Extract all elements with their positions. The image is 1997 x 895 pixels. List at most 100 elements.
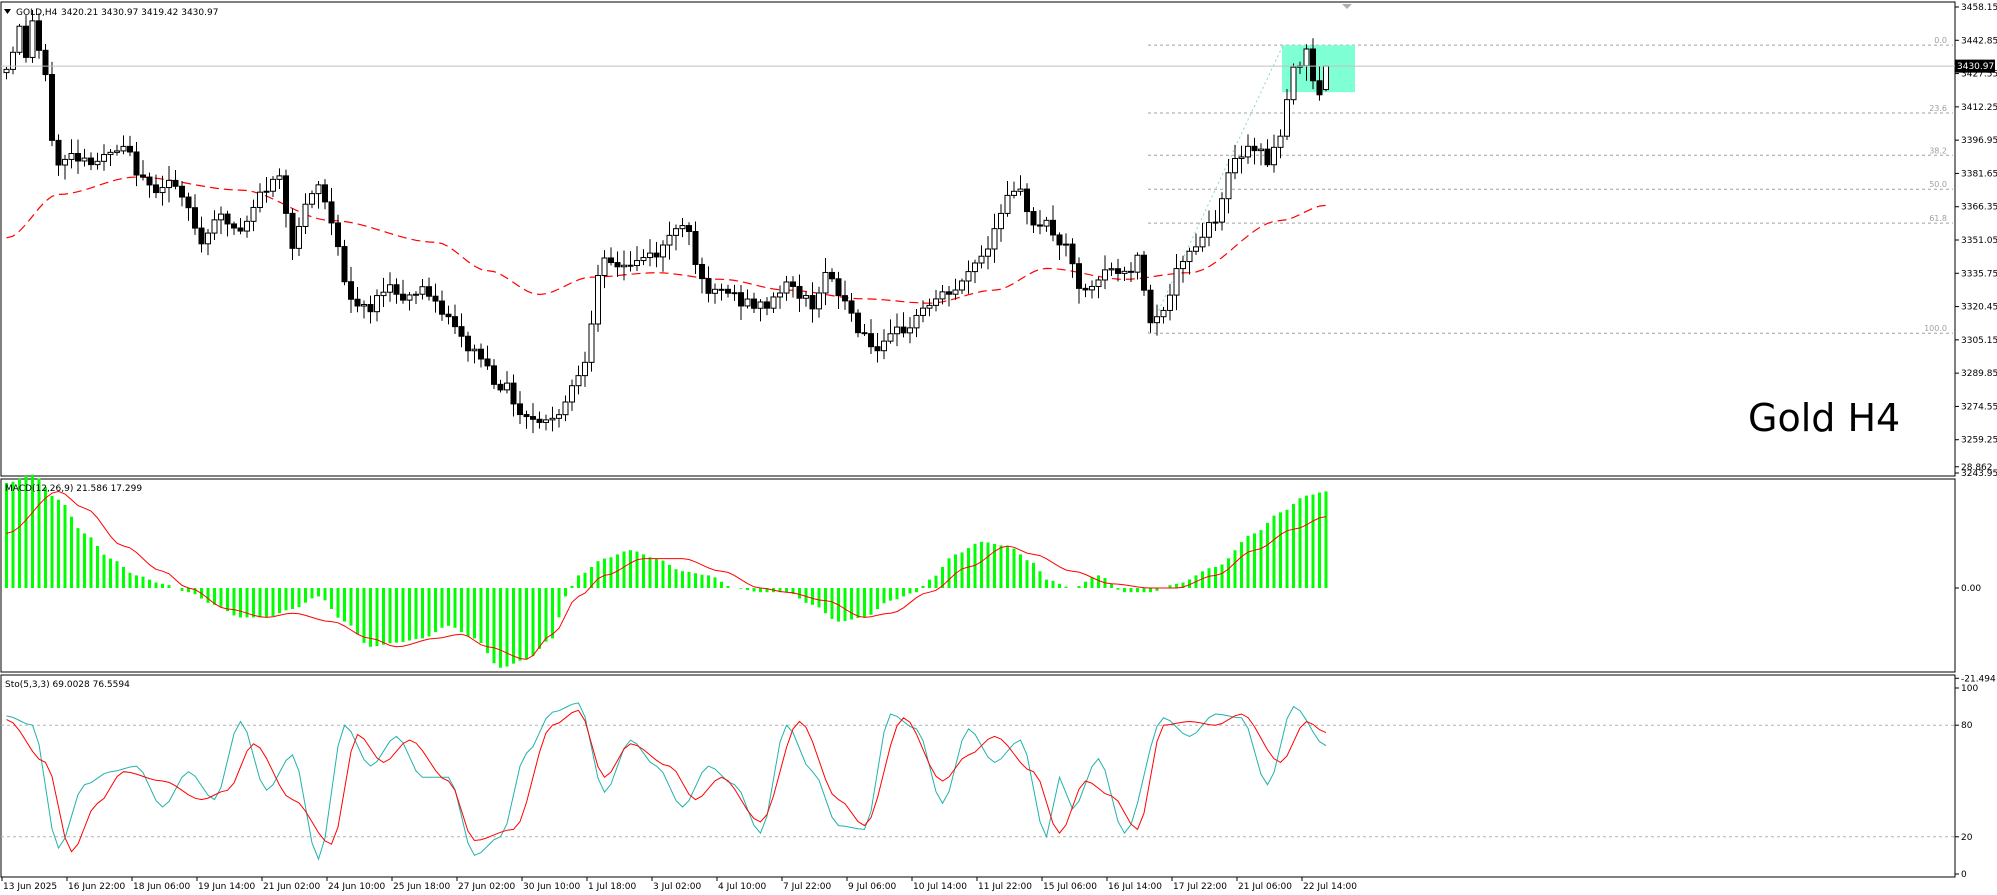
candle [998, 204, 1004, 242]
candle-body [887, 333, 894, 342]
time-tick-label: 4 Jul 10:00 [718, 882, 767, 892]
candle-body [848, 300, 855, 314]
candle-body [530, 416, 536, 420]
candle-body [699, 263, 705, 280]
candle [582, 351, 588, 387]
candle [926, 298, 933, 317]
candle [1245, 134, 1251, 164]
candle-body [959, 280, 965, 291]
candle-body [569, 385, 575, 403]
candle-body [1277, 135, 1284, 148]
candle [62, 154, 68, 180]
candle-body [1271, 146, 1277, 166]
chart-shift-marker-icon[interactable] [1342, 4, 1352, 9]
candle-body [120, 145, 127, 152]
candle-body [1108, 268, 1115, 271]
candle-body [218, 213, 224, 221]
candle [634, 246, 640, 271]
candle-body [341, 246, 348, 283]
candle [504, 371, 510, 394]
candle [946, 286, 952, 307]
candle-body [829, 271, 835, 280]
candle [328, 187, 335, 236]
candle [718, 283, 725, 301]
candle [114, 144, 120, 156]
candle-body [439, 300, 445, 315]
candle [1258, 143, 1264, 166]
candle-body [107, 151, 114, 156]
candle [367, 295, 374, 324]
candle [1180, 255, 1186, 283]
candle-body [127, 145, 133, 153]
macd-panel[interactable] [0, 478, 1956, 673]
candle [777, 285, 783, 309]
candle-body [653, 252, 660, 258]
triangle-down-icon[interactable] [4, 9, 11, 14]
candle-body [939, 291, 946, 300]
candle [81, 148, 88, 167]
candle-body [16, 25, 23, 53]
candle [322, 179, 328, 210]
candle-body [198, 227, 205, 245]
time-tick-label: 30 Jun 10:00 [523, 882, 580, 892]
candle-body [1160, 309, 1167, 318]
candle-body [744, 298, 751, 307]
price-tick-label: 3305.15 [1961, 336, 1997, 346]
candle [1264, 139, 1271, 167]
candle [1206, 210, 1212, 247]
candle-body [686, 225, 692, 233]
candle-body [504, 382, 510, 391]
stochastic-axis: 100 80 20 0 [1955, 684, 1978, 880]
candle [452, 304, 458, 335]
candle [3, 67, 10, 80]
candle-body [601, 257, 608, 277]
price-tick-label: 3412.25 [1961, 103, 1997, 113]
candle-body [62, 158, 68, 166]
candle-body [1115, 268, 1121, 274]
candle-body [81, 157, 88, 162]
candle [1225, 158, 1232, 214]
candle-body [718, 288, 725, 291]
candle-body [1121, 270, 1128, 274]
candle-body [1154, 316, 1160, 324]
candle [796, 274, 803, 313]
candle [491, 359, 497, 389]
candle-body [244, 220, 250, 232]
candle [575, 365, 582, 395]
candle [270, 176, 276, 198]
candle [1154, 304, 1160, 336]
candle [985, 236, 991, 270]
candle-body [1186, 250, 1193, 263]
candle [972, 259, 978, 284]
candle [881, 329, 887, 360]
candle-body [835, 278, 842, 297]
candle-body [393, 284, 400, 295]
candle [250, 199, 257, 232]
candle [965, 260, 972, 294]
candle [393, 278, 400, 304]
candle-body [842, 295, 848, 302]
candlesticks[interactable] [3, 9, 1329, 434]
candle [783, 275, 790, 301]
candle-body [419, 286, 426, 295]
time-tick-label: 18 Jun 06:00 [133, 882, 190, 892]
candle-body [998, 212, 1004, 230]
candle-body [1069, 243, 1076, 265]
candle-body [640, 257, 647, 262]
stochastic-panel[interactable] [0, 674, 1956, 878]
candle [1017, 175, 1024, 196]
candle [179, 181, 185, 207]
candle [146, 172, 153, 198]
candle-body [627, 264, 634, 267]
fibonacci-retracement[interactable]: 0.0 23.6 38.2 50.0 61.8 100.0 [1147, 36, 1953, 334]
candle [855, 309, 861, 338]
fib-level-label: 50.0 [1929, 180, 1947, 189]
candle [185, 192, 192, 221]
time-tick-label: 25 Jun 18:00 [393, 882, 450, 892]
candle-body [55, 139, 62, 166]
main-price-panel[interactable] [0, 1, 1956, 477]
candle [523, 410, 530, 429]
candle [562, 395, 569, 422]
time-tick-label: 27 Jun 02:00 [458, 882, 515, 892]
candle [315, 181, 322, 209]
